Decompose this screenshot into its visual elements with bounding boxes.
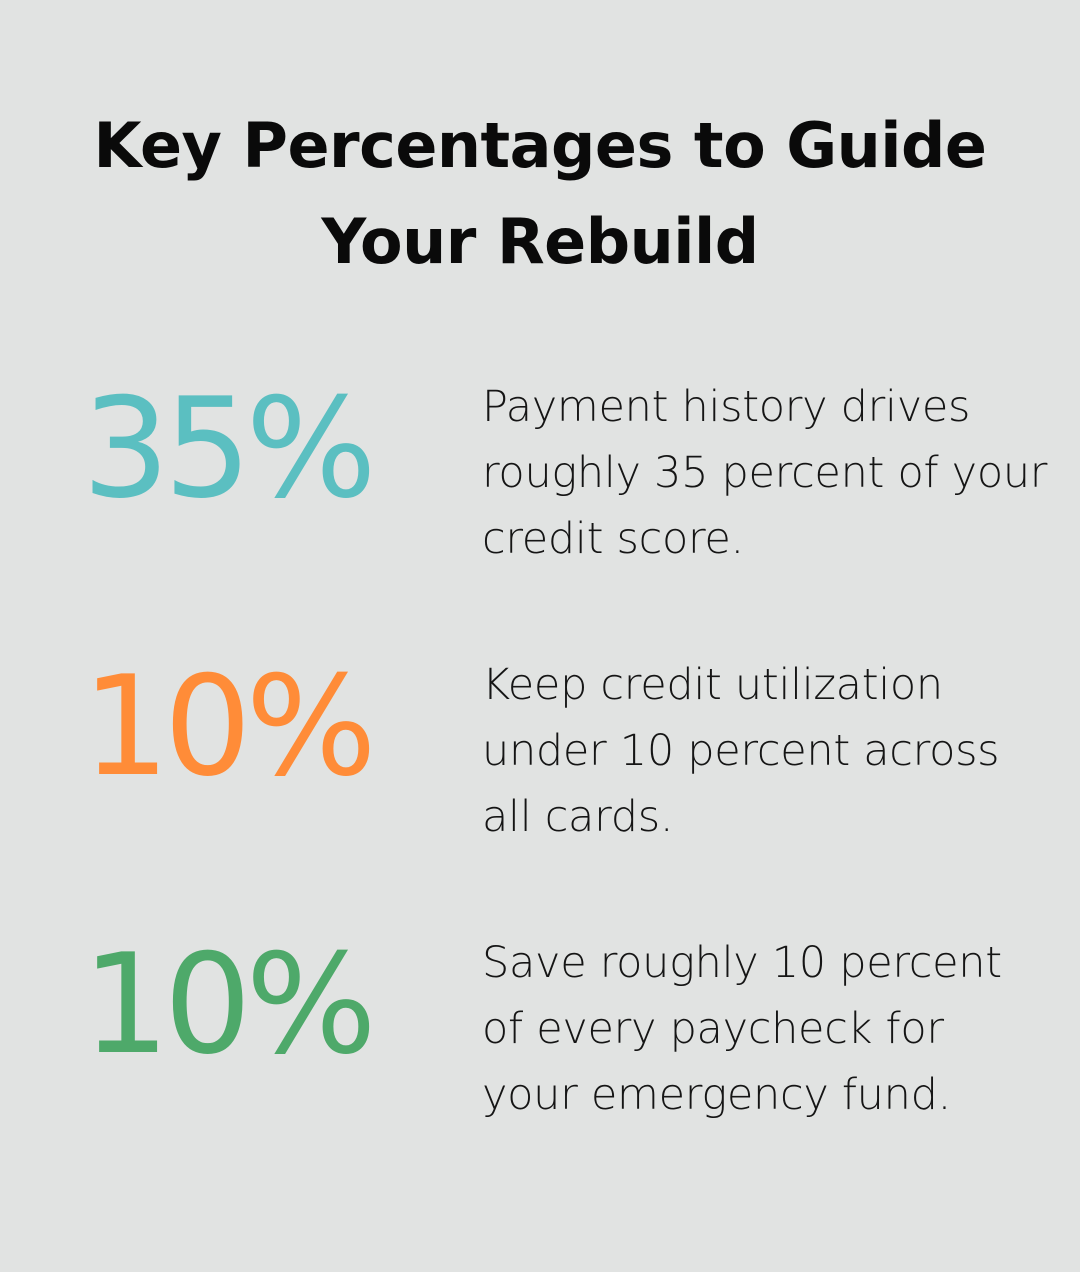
stat-value: 10% — [82, 924, 377, 1085]
page-title: Key Percentages to Guide Your Rebuild — [93, 109, 987, 278]
stat-value: 35% — [82, 368, 377, 529]
stat-value: 10% — [82, 646, 377, 807]
stat-description: Payment history drives roughly 35 percen… — [482, 382, 1048, 564]
stat-description: Save roughly 10 percent of every paychec… — [482, 938, 1002, 1120]
stat-description: Keep credit utilization under 10 percent… — [482, 660, 1000, 842]
